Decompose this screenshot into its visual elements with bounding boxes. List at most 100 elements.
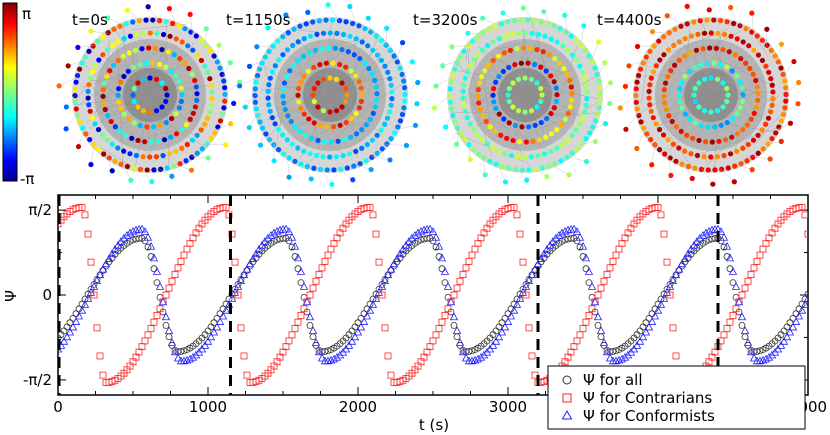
network-node bbox=[493, 79, 499, 85]
network-node bbox=[517, 139, 523, 145]
network-node bbox=[502, 151, 508, 157]
network-node bbox=[755, 150, 761, 156]
data-point bbox=[542, 244, 552, 253]
network-node bbox=[454, 60, 460, 66]
network-node bbox=[475, 34, 481, 40]
network-node bbox=[753, 77, 759, 84]
data-point bbox=[242, 264, 252, 273]
network-node-outer bbox=[791, 58, 797, 65]
snapshot-label-2: t=3200s bbox=[413, 11, 478, 29]
network-node bbox=[340, 31, 347, 38]
network-node bbox=[546, 163, 552, 169]
network-node bbox=[123, 132, 129, 138]
network-node bbox=[501, 50, 507, 56]
network-node bbox=[467, 63, 473, 69]
network-node bbox=[221, 78, 227, 84]
network-node bbox=[714, 108, 721, 114]
network-node bbox=[711, 17, 717, 23]
network-node-outer bbox=[467, 156, 473, 162]
network-node bbox=[148, 139, 154, 145]
network-node bbox=[369, 137, 376, 143]
network-edge bbox=[303, 163, 312, 180]
data-point bbox=[773, 344, 783, 353]
network-node bbox=[74, 73, 81, 79]
network-edge bbox=[298, 122, 368, 126]
network-node bbox=[147, 30, 153, 36]
network-node bbox=[471, 57, 477, 63]
data-point bbox=[374, 288, 384, 296]
data-point bbox=[782, 332, 792, 341]
network-node bbox=[135, 80, 141, 86]
network-node bbox=[317, 122, 323, 129]
data-point bbox=[326, 355, 336, 364]
network-node bbox=[123, 21, 129, 27]
network-node bbox=[397, 65, 403, 71]
network-node bbox=[151, 167, 157, 173]
network-node bbox=[116, 86, 122, 92]
network-node bbox=[291, 26, 297, 32]
network-node bbox=[164, 165, 170, 171]
network-node bbox=[673, 158, 679, 164]
network-node-outer bbox=[626, 63, 632, 69]
network-node bbox=[698, 122, 704, 129]
data-point bbox=[569, 224, 579, 233]
data-point bbox=[788, 322, 798, 331]
network-node bbox=[104, 74, 110, 80]
network-edge bbox=[66, 94, 77, 108]
network-node bbox=[105, 113, 111, 119]
network-node bbox=[731, 20, 737, 27]
network-edge bbox=[451, 45, 471, 48]
network-node bbox=[490, 92, 496, 98]
network-node bbox=[189, 154, 195, 160]
network-node bbox=[648, 136, 654, 143]
network-node bbox=[171, 163, 177, 169]
network-node bbox=[721, 31, 728, 38]
network-edge bbox=[490, 41, 527, 52]
network-node bbox=[333, 154, 340, 160]
network-edge bbox=[320, 168, 333, 185]
network-node bbox=[269, 115, 275, 121]
data-point bbox=[728, 267, 738, 275]
network-node bbox=[217, 65, 223, 71]
network-node-outer bbox=[602, 121, 609, 127]
network-node bbox=[538, 64, 544, 70]
data-point bbox=[197, 344, 207, 353]
network-node bbox=[597, 85, 603, 91]
network-node bbox=[150, 60, 156, 66]
data-point bbox=[206, 332, 216, 341]
data-point bbox=[203, 336, 213, 345]
network-node bbox=[173, 110, 179, 117]
data-point bbox=[254, 244, 264, 253]
network-edge bbox=[435, 76, 454, 87]
network-node bbox=[320, 154, 326, 160]
network-node bbox=[85, 88, 91, 94]
network-node bbox=[719, 166, 725, 172]
network-node bbox=[253, 106, 259, 112]
network-node bbox=[509, 31, 515, 37]
network-node bbox=[372, 104, 379, 110]
network-node bbox=[646, 88, 652, 94]
network-node bbox=[692, 165, 698, 171]
network-node bbox=[129, 135, 135, 141]
network-node-outer bbox=[634, 145, 640, 152]
network-node bbox=[692, 98, 698, 105]
network-node bbox=[222, 85, 228, 91]
network-node bbox=[270, 43, 276, 49]
data-point bbox=[305, 312, 315, 321]
network-node bbox=[155, 138, 161, 144]
network-node bbox=[691, 92, 697, 98]
data-point bbox=[294, 318, 302, 326]
network-snapshot bbox=[431, 5, 614, 185]
network-node bbox=[189, 71, 195, 77]
network-node bbox=[112, 158, 118, 164]
network-node bbox=[704, 60, 710, 66]
network-edge bbox=[579, 141, 596, 145]
network-edge bbox=[304, 84, 403, 144]
data-point bbox=[188, 352, 198, 361]
network-edge bbox=[730, 7, 739, 27]
network-node bbox=[656, 38, 662, 44]
network-edge bbox=[101, 148, 137, 170]
network-node-outer bbox=[237, 83, 243, 89]
network-node bbox=[330, 60, 336, 66]
network-node-outer bbox=[399, 40, 406, 46]
